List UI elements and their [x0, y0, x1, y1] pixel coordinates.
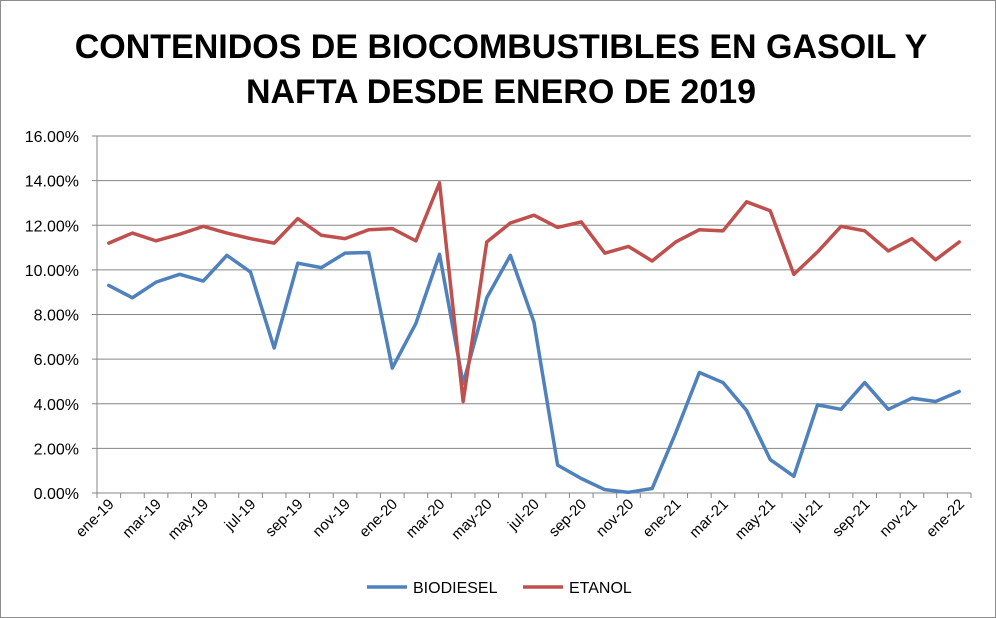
chart-title: CONTENIDOS DE BIOCOMBUSTIBLES EN GASOIL … — [61, 25, 941, 115]
y-tick-labels: 0.00% 2.00% 4.00% 6.00% 8.00% 10.00% 12.00% 14.… — [25, 129, 79, 503]
y-tick-label: 0.00% — [34, 486, 79, 503]
x-tick-label: sep-19 — [262, 496, 306, 540]
x-tick-label: mar-19 — [119, 496, 165, 542]
x-tick-label: nov-21 — [876, 496, 920, 540]
x-tick-label: ene-20 — [356, 496, 401, 541]
x-tick-label: may-20 — [448, 496, 495, 543]
series-lines — [107, 181, 961, 495]
x-tick-label: may-19 — [165, 496, 212, 543]
y-tick-label: 12.00% — [25, 218, 79, 235]
x-tick-label: sep-20 — [546, 496, 590, 540]
legend-label: ETANOL — [569, 580, 632, 597]
chart-title-line-2: NAFTA DESDE ENERO DE 2019 — [245, 73, 757, 111]
y-tick-label: 10.00% — [25, 263, 79, 280]
x-tick-label: may-21 — [732, 496, 779, 543]
x-tick-label: jul-21 — [788, 496, 827, 535]
x-tick-label: ene-21 — [640, 496, 685, 541]
x-tick-label: mar-21 — [686, 496, 732, 542]
y-tick-label: 6.00% — [34, 352, 79, 369]
series-line-etanol — [107, 181, 961, 404]
x-tick-label: nov-19 — [309, 496, 353, 540]
y-tick-label: 8.00% — [34, 308, 79, 325]
x-tick-label: jul-19 — [221, 496, 260, 535]
x-tick-label: sep-21 — [829, 496, 873, 540]
x-tick-label: nov-20 — [593, 496, 637, 540]
series-line-biodiesel — [107, 250, 961, 495]
grid-lines — [97, 135, 971, 449]
axes — [92, 135, 972, 498]
chart-title-line-1: CONTENIDOS DE BIOCOMBUSTIBLES EN GASOIL … — [74, 28, 928, 66]
y-tick-label: 14.00% — [25, 174, 79, 191]
x-tick-label: mar-20 — [403, 496, 449, 542]
x-tick-label: ene-22 — [923, 496, 968, 541]
x-tick-labels: ene-19 mar-19 may-19 jul-19 sep-19 nov-19 ene-… — [73, 496, 968, 543]
x-tick-label: ene-19 — [73, 496, 118, 541]
legend: BIODIESEL ETANOL — [367, 580, 632, 597]
y-tick-label: 2.00% — [34, 441, 79, 458]
y-tick-label: 16.00% — [25, 129, 79, 146]
x-tick-label: jul-20 — [504, 496, 543, 535]
legend-label: BIODIESEL — [413, 580, 498, 597]
y-tick-label: 4.00% — [34, 397, 79, 414]
